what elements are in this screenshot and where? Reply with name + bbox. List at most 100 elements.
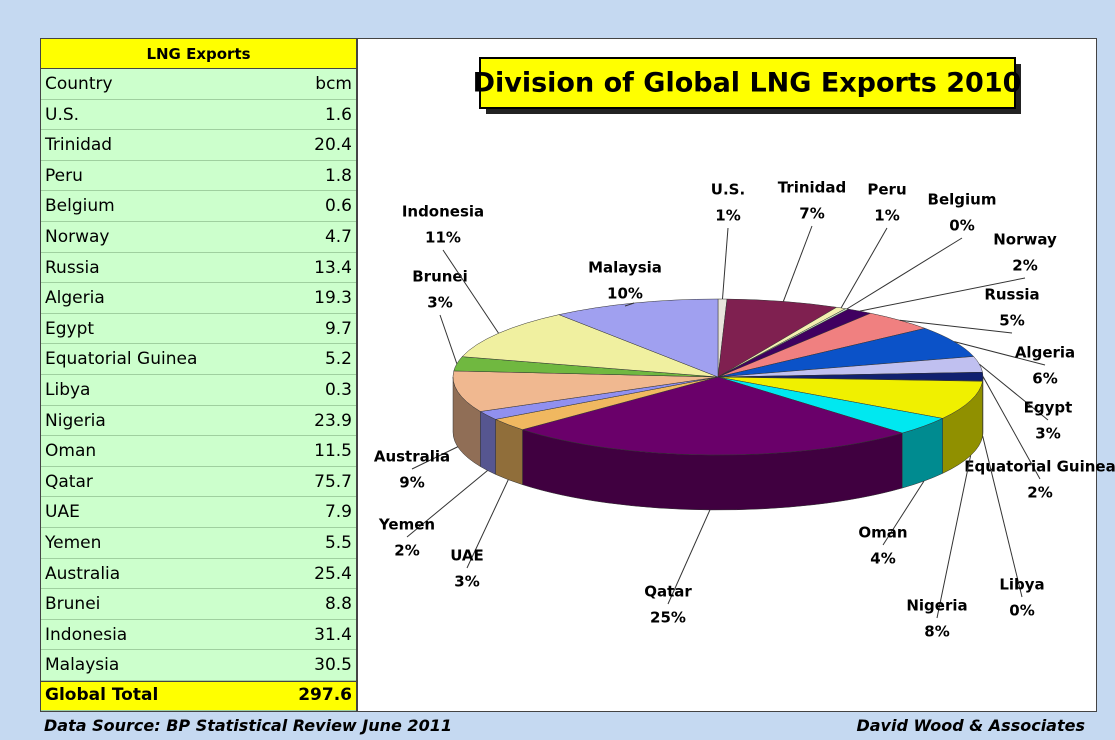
total-label: Global Total [41, 681, 241, 711]
value-cell: 5.2 [281, 344, 356, 375]
slice-side [480, 411, 496, 475]
slice-value-label: 8% [924, 623, 949, 641]
slice [558, 298, 719, 378]
slice-value-label: 11% [425, 229, 461, 247]
value-cell: 4.7 [281, 222, 356, 253]
slice-value-label: 2% [1012, 257, 1037, 275]
value-cell: 19.3 [281, 283, 356, 314]
slice-label: UAE [450, 547, 484, 565]
value-cell: 1.8 [281, 161, 356, 192]
value-cell: 11.5 [281, 436, 356, 467]
leader-line [979, 363, 1049, 421]
country-cell: Norway [41, 222, 281, 253]
country-cell: Oman [41, 436, 281, 467]
slice-value-label: 0% [949, 217, 974, 235]
slice [717, 298, 838, 378]
table-title: LNG Exports [41, 39, 356, 69]
slice-label: Malaysia [588, 259, 662, 277]
slice-label: Belgium [928, 191, 997, 209]
leader-line [721, 227, 729, 300]
slice-label: Brunei [412, 268, 468, 286]
country-cell: Nigeria [41, 406, 281, 437]
chart-title: Division of Global LNG Exports 2010 [473, 68, 1022, 99]
slice-label: Qatar [644, 583, 692, 601]
country-cell: Peru [41, 161, 281, 192]
country-cell: Algeria [41, 283, 281, 314]
country-cell: Brunei [41, 589, 281, 620]
slice-label: Australia [374, 448, 450, 466]
slice-value-label: 1% [874, 207, 899, 225]
data-table: LNG Exports Country bcm U.S. 1.6 Trinidad 20.4… [40, 38, 357, 712]
slice [521, 376, 904, 456]
leader-line [882, 480, 925, 546]
value-cell: 0.6 [281, 191, 356, 222]
leader-line [782, 225, 813, 302]
slice-label: Indonesia [402, 203, 484, 221]
slice-label: Yemen [378, 516, 435, 534]
leader-line [982, 435, 1023, 598]
country-cell: Indonesia [41, 620, 281, 651]
header-cell: Country [41, 69, 241, 100]
value-cell: 1.6 [281, 100, 356, 131]
title-box [479, 57, 1016, 109]
header-cell: bcm [241, 69, 356, 100]
leader-line [899, 319, 1013, 334]
leader-line [624, 302, 635, 307]
slice-value-label: 0% [1009, 602, 1034, 620]
leader-line [442, 249, 499, 334]
value-cell: 25.4 [281, 559, 356, 590]
country-cell: Trinidad [41, 130, 281, 161]
leader-line [840, 227, 888, 309]
slice [452, 370, 719, 412]
value-cell: 7.9 [281, 497, 356, 528]
slice-side [495, 418, 523, 485]
slice-label: Nigeria [906, 597, 967, 615]
country-cell: U.S. [41, 100, 281, 131]
leader-line [406, 470, 488, 538]
value-cell: 0.3 [281, 375, 356, 406]
value-cell: 9.7 [281, 314, 356, 345]
slice-value-label: 5% [999, 312, 1024, 330]
value-cell: 20.4 [281, 130, 356, 161]
country-cell: Australia [41, 559, 281, 590]
slice-label: Russia [984, 286, 1039, 304]
slice-label: Algeria [1015, 344, 1075, 362]
slice-label: Libya [999, 576, 1044, 594]
slice-value-label: 2% [1027, 484, 1052, 502]
value-cell: 31.4 [281, 620, 356, 651]
leader-line [466, 479, 509, 569]
leader-line [954, 341, 1046, 366]
country-cell: Qatar [41, 467, 281, 498]
value-cell: 75.7 [281, 467, 356, 498]
slice [461, 314, 719, 378]
slice-value-label: 9% [399, 474, 424, 492]
slice-value-label: 3% [454, 573, 479, 591]
country-cell: Equatorial Guinea [41, 344, 281, 375]
source-note: Data Source: BP Statistical Review June … [44, 716, 452, 735]
country-cell: Belgium [41, 191, 281, 222]
leader-line [859, 277, 1026, 312]
slice-label: U.S. [711, 181, 745, 199]
author-note: David Wood & Associates [856, 716, 1085, 735]
slice-label: Egypt [1024, 399, 1073, 417]
slice [717, 376, 983, 419]
country-cell: Egypt [41, 314, 281, 345]
leader-line [667, 509, 711, 605]
leader-line [439, 314, 458, 364]
slice-label: Peru [867, 181, 906, 199]
value-cell: 30.5 [281, 650, 356, 681]
slice-value-label: 25% [650, 609, 686, 627]
leader-line [411, 446, 458, 470]
country-cell: Malaysia [41, 650, 281, 681]
slice-value-label: 2% [394, 542, 419, 560]
leader-line [982, 376, 1041, 480]
slice-label: Trinidad [778, 179, 847, 197]
leader-line [846, 237, 963, 310]
country-cell: Yemen [41, 528, 281, 559]
leader-line [936, 455, 972, 619]
slice-value-label: 7% [799, 205, 824, 223]
slice-value-label: 10% [607, 285, 643, 303]
slice-label: Oman [858, 524, 907, 542]
